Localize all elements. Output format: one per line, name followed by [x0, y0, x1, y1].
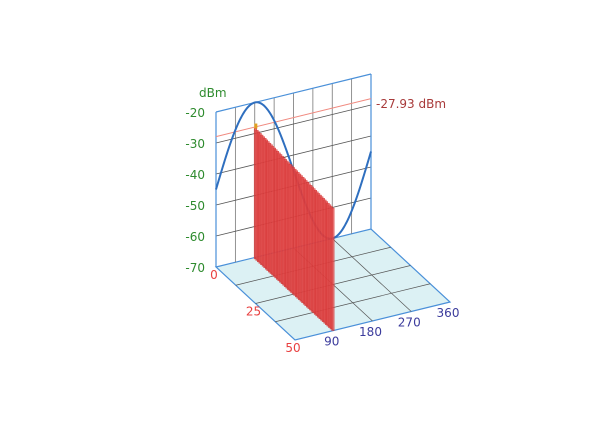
- angle-tick-label: 90: [324, 335, 339, 349]
- z-tick-label: -30: [185, 137, 205, 151]
- angle-tick-label: 270: [398, 316, 421, 330]
- depth-tick-label: 25: [246, 305, 261, 319]
- axis-labels: dBm -27.93 dBm -20 -30 -40 -50 -60 -70 0 25 50 90…: [185, 86, 459, 355]
- marker-line: [215, 98, 372, 138]
- bar: [331, 207, 335, 331]
- angle-tick-label: 360: [437, 306, 460, 320]
- marker-label: -27.93 dBm: [376, 97, 446, 111]
- wall-frame: [215, 73, 372, 113]
- wall-grid-line: [215, 135, 372, 175]
- angle-tick-label: 180: [359, 325, 382, 339]
- peak-marker: [254, 123, 258, 129]
- depth-tick-label: 0: [210, 268, 218, 282]
- z-tick-label: -20: [185, 106, 205, 120]
- z-tick-label: -50: [185, 199, 205, 213]
- bars: [253, 123, 335, 331]
- z-tick-label: -70: [185, 261, 205, 275]
- z-axis-title: dBm: [199, 86, 227, 100]
- wall-grid-line: [215, 104, 372, 144]
- depth-tick-label: 50: [285, 341, 300, 355]
- z-tick-label: -40: [185, 168, 205, 182]
- z-tick-label: -60: [185, 230, 205, 244]
- floor-grid-line: [275, 283, 431, 323]
